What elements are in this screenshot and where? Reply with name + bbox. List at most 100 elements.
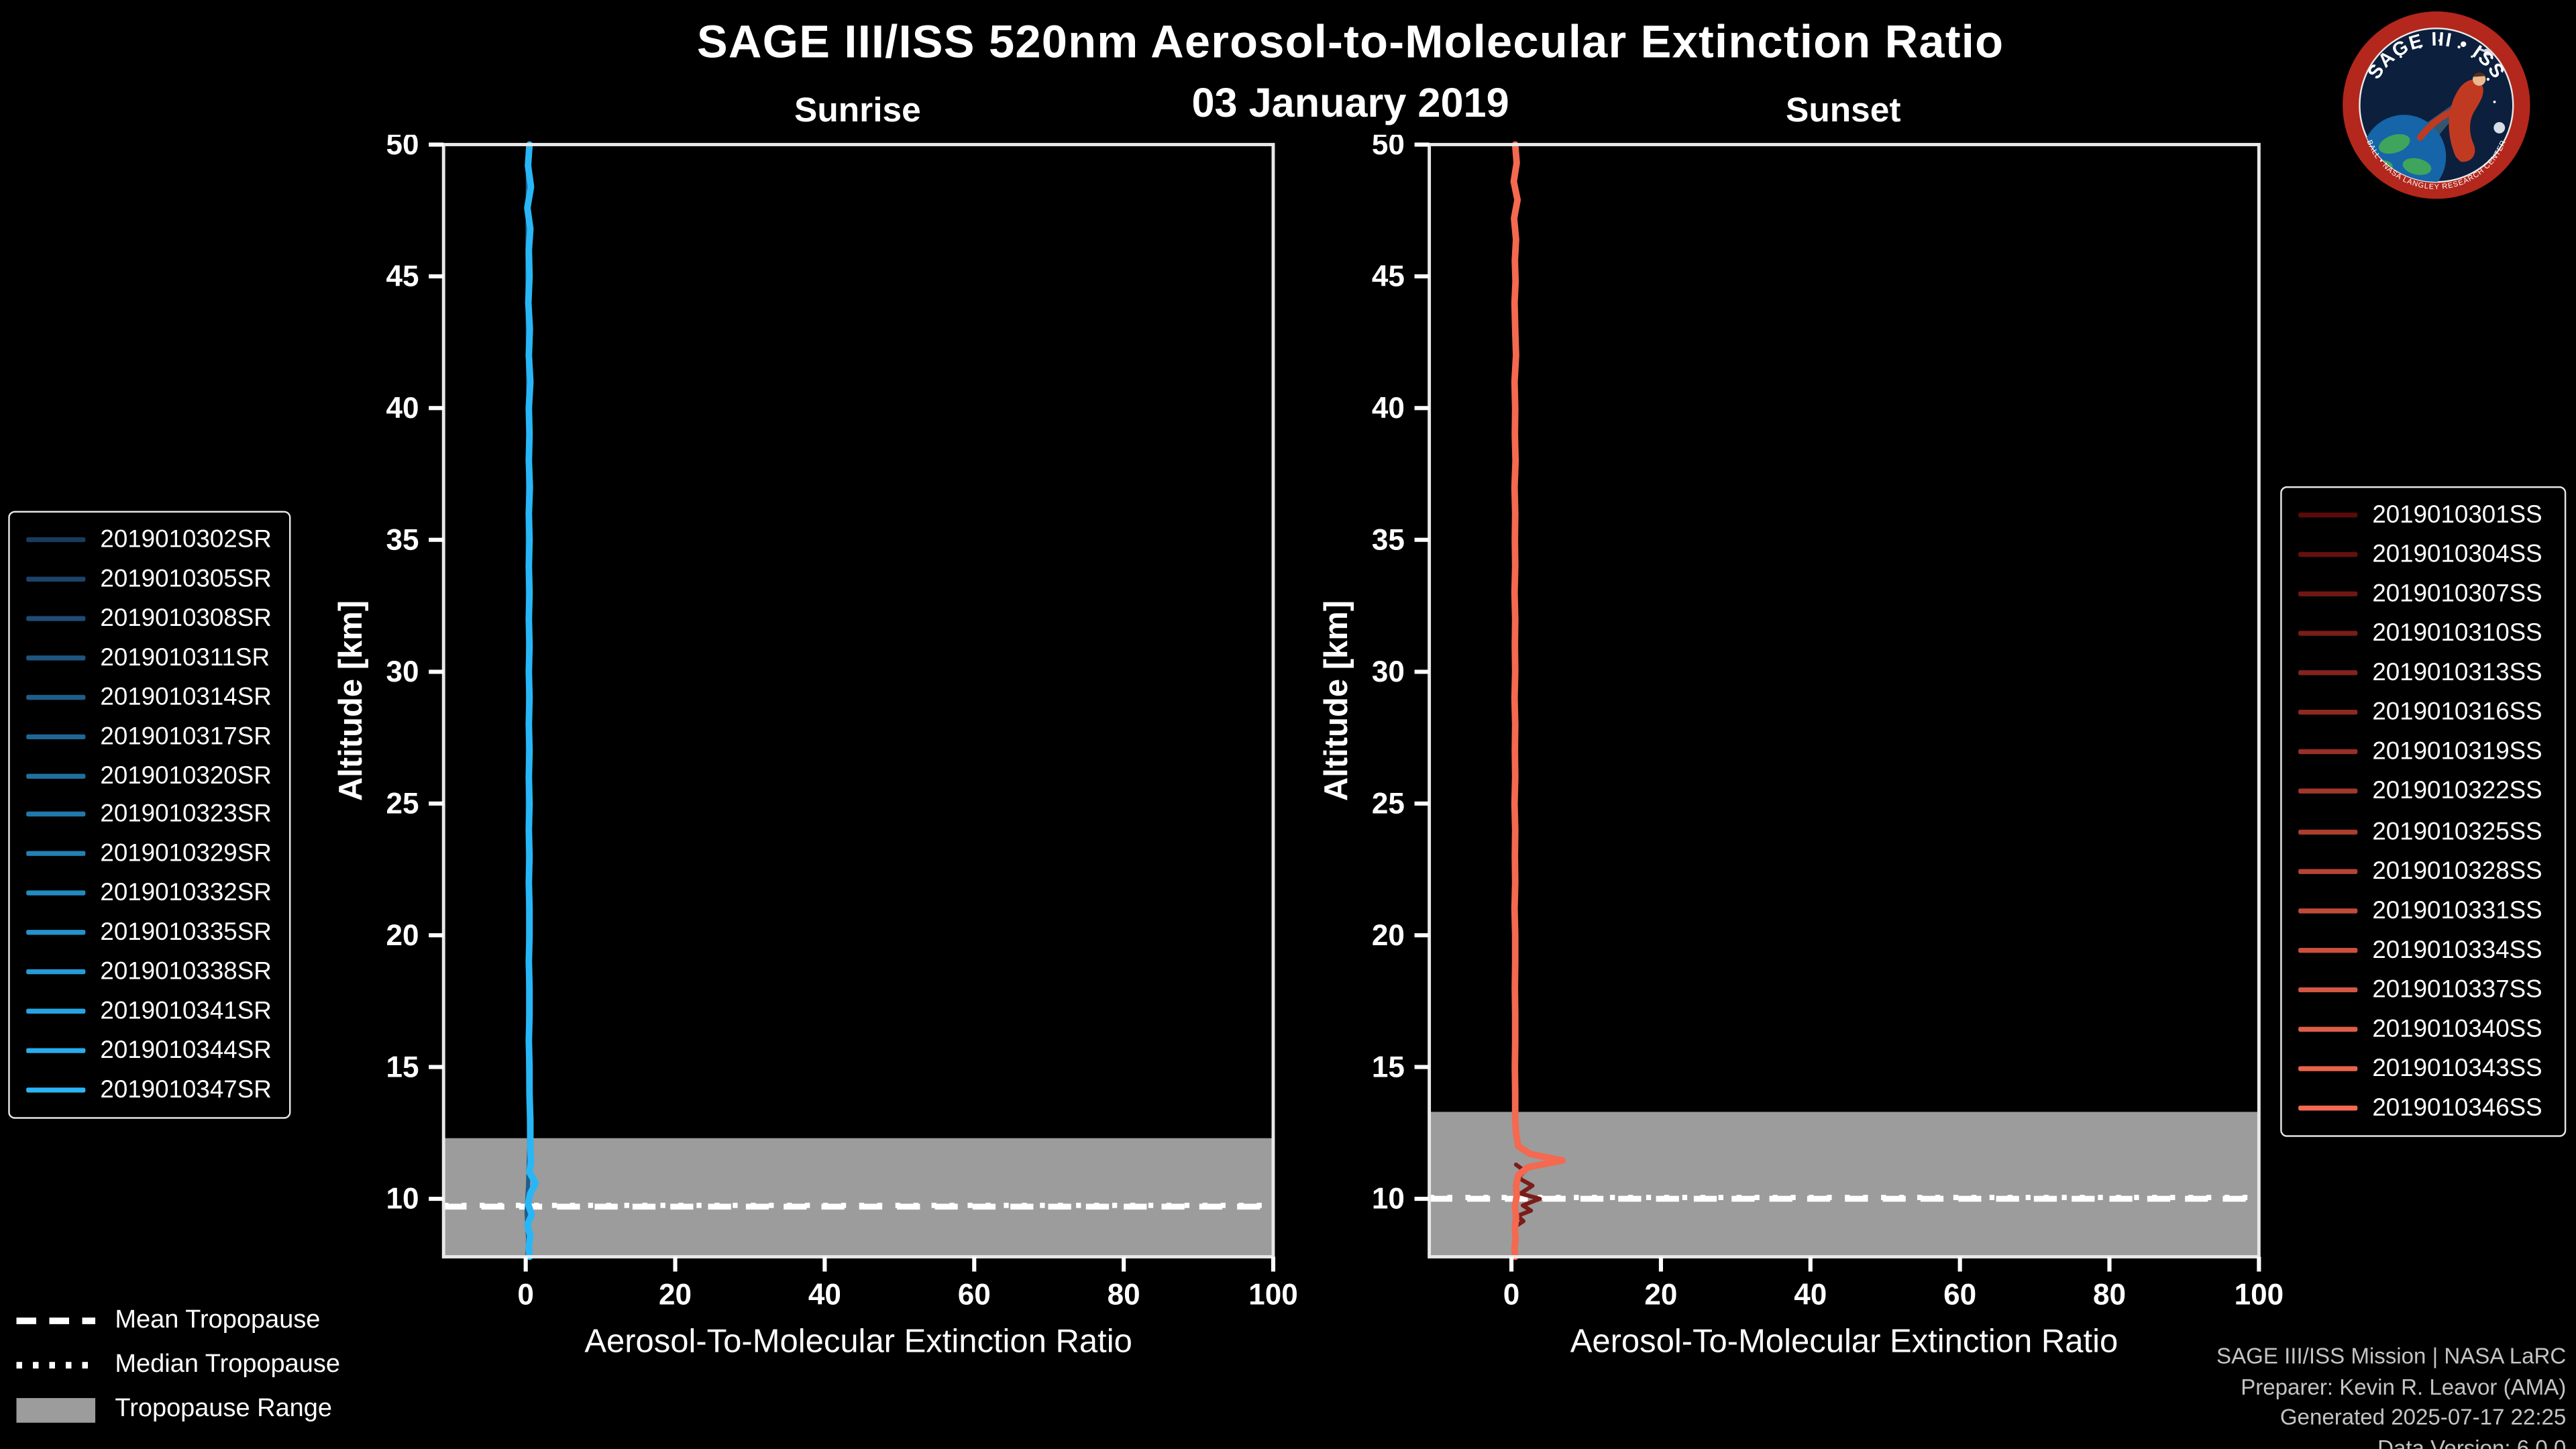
x-tick-label: 80 [2093, 1278, 2126, 1311]
footer-credits: SAGE III/ISS Mission | NASA LaRC Preparer… [2216, 1342, 2566, 1449]
footer-line: Data Version: 6.0.0 [2377, 1435, 2567, 1449]
y-tick-label: 20 [1372, 919, 1405, 952]
y-tick-label: 25 [386, 787, 419, 820]
x-tick-label: 80 [1108, 1278, 1140, 1311]
legend-line-sample [2298, 710, 2358, 716]
legend-line-sample [2298, 591, 2358, 597]
sunrise-chart: 0 20 40 60 80 100 10 15 20 25 30 35 40 45 50 Aerosol-To… [333, 135, 1298, 1360]
legend-line-sample [26, 615, 86, 621]
legend-label: 2019010307SS [2372, 580, 2542, 608]
x-tick-label: 0 [517, 1278, 534, 1311]
sunset-legend: 2019010301SS 2019010304SS 2019010307SS 2019… [2280, 486, 2567, 1137]
legend-item: 2019010328SS [2298, 857, 2548, 885]
legend-line-sample [26, 1087, 86, 1093]
legend-item: 2019010344SR [26, 1036, 272, 1065]
legend-label: 2019010314SR [100, 683, 272, 711]
legend-item: 2019010325SS [2298, 817, 2548, 845]
legend-label: Median Tropopause [115, 1350, 340, 1379]
legend-item: 2019010316SS [2298, 699, 2548, 727]
legend-label: 2019010343SS [2372, 1054, 2542, 1083]
legend-label: 2019010320SR [100, 761, 272, 790]
legend-item: 2019010337SS [2298, 975, 2548, 1004]
legend-label: 2019010337SS [2372, 975, 2542, 1004]
profile-sunset-ensemble [1510, 141, 1566, 1260]
legend-line-sample [2298, 987, 2358, 992]
legend-item: 2019010319SS [2298, 739, 2548, 766]
legend-label: Mean Tropopause [115, 1305, 321, 1334]
legend-line-sample [2298, 552, 2358, 557]
legend-label: 2019010301SS [2372, 500, 2542, 529]
y-tick-label: 15 [386, 1051, 419, 1083]
figure-date: 03 January 2019 [1191, 80, 1509, 127]
y-tick-label: 20 [386, 919, 419, 952]
y-tick-label: 15 [1372, 1051, 1405, 1083]
y-tick-label: 45 [1372, 260, 1405, 293]
y-axis-label: Altitude [km] [333, 600, 369, 801]
legend-item: 2019010314SR [26, 683, 272, 711]
legend-line-sample [2298, 1066, 2358, 1071]
legend-label: 2019010344SR [100, 1036, 272, 1065]
legend-item: 2019010317SR [26, 722, 272, 750]
y-tick-label: 50 [386, 135, 419, 161]
legend-label: 2019010331SS [2372, 896, 2542, 924]
legend-line-sample [2298, 868, 2358, 873]
legend-label: 2019010335SR [100, 918, 272, 947]
figure-title: SAGE III/ISS 520nm Aerosol-to-Molecular … [696, 16, 2004, 68]
legend-label: 2019010334SS [2372, 936, 2542, 964]
legend-item: 2019010329SR [26, 840, 272, 868]
legend-item: 2019010310SS [2298, 619, 2548, 648]
plot-border [1428, 143, 2261, 1258]
legend-label: 2019010325SS [2372, 817, 2542, 846]
legend-line-sample [2298, 908, 2358, 913]
legend-label: 2019010329SR [100, 840, 272, 868]
legend-line-sample [2298, 670, 2358, 676]
legend-item: 2019010341SR [26, 998, 272, 1025]
gray-patch-sample [16, 1397, 96, 1422]
x-tick-label: 100 [1248, 1278, 1298, 1311]
dotted-line-sample [16, 1362, 96, 1368]
legend-item: 2019010340SS [2298, 1015, 2548, 1043]
legend-item: 2019010311SR [26, 643, 272, 672]
legend-line-sample [26, 1008, 86, 1014]
legend-label: 2019010338SR [100, 958, 272, 986]
legend-label: 2019010340SS [2372, 1015, 2542, 1043]
legend-line-sample [26, 1048, 86, 1053]
y-tick-label: 35 [1372, 523, 1405, 556]
sunset-panel-title: Sunset [1786, 92, 1901, 130]
legend-line-sample [26, 969, 86, 975]
sage-iii-iss-mission-patch: SAGE III • ISS BALL • NASA LANGLEY RESEA… [2343, 11, 2530, 199]
y-tick-label: 50 [1372, 135, 1405, 161]
legend-item: 2019010334SS [2298, 936, 2548, 964]
legend-label: Tropopause Range [115, 1395, 333, 1423]
y-tick-label: 10 [1372, 1183, 1405, 1216]
legend-item: 2019010320SR [26, 761, 272, 790]
legend-line-sample [26, 812, 86, 818]
plot-border [441, 143, 1275, 1258]
footer-line: SAGE III/ISS Mission | NASA LaRC [2216, 1344, 2567, 1369]
legend-label: 2019010310SS [2372, 619, 2542, 648]
x-tick-label: 0 [1503, 1278, 1520, 1311]
legend-item: 2019010343SS [2298, 1055, 2548, 1083]
legend-item: 2019010308SR [26, 604, 272, 633]
moon-graphic [2493, 122, 2506, 133]
legend-label: 2019010316SS [2372, 698, 2542, 727]
legend-item: 2019010331SS [2298, 896, 2548, 924]
legend-line-sample [2298, 513, 2358, 518]
x-tick-label: 20 [659, 1278, 692, 1311]
legend-item: 2019010332SR [26, 879, 272, 908]
x-tick-label: 60 [1943, 1278, 1976, 1311]
legend-line-sample [2298, 631, 2358, 637]
legend-label: 2019010308SR [100, 604, 272, 633]
legend-label: 2019010347SR [100, 1075, 272, 1104]
sunrise-panel-title: Sunrise [794, 92, 921, 130]
legend-item: 2019010347SR [26, 1076, 272, 1104]
tropopause-range-legend-item: Tropopause Range [16, 1395, 339, 1424]
y-tick-label: 40 [386, 392, 419, 425]
legend-label: 2019010328SS [2372, 857, 2542, 885]
legend-line-sample [2298, 1026, 2358, 1032]
legend-line-sample [2298, 828, 2358, 834]
legend-line-sample [26, 891, 86, 896]
y-tick-label: 10 [386, 1183, 419, 1216]
sunset-chart: 0 20 40 60 80 100 10 15 20 25 30 35 40 45 50 Aerosol-To… [1318, 135, 2284, 1360]
